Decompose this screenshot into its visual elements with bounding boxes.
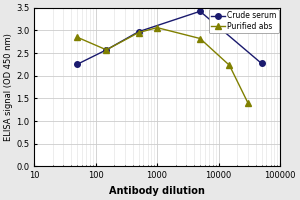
X-axis label: Antibody dilution: Antibody dilution [109, 186, 205, 196]
Line: Crude serum: Crude serum [74, 9, 264, 67]
Purified abs [105, 49, 108, 51]
Purified abs [137, 31, 140, 34]
Crude serum [198, 10, 202, 12]
Crude serum [75, 63, 79, 66]
Purified abs [75, 36, 79, 38]
Crude serum [260, 62, 263, 65]
Purified abs [198, 37, 202, 40]
Legend: Crude serum, Purified abs: Crude serum, Purified abs [208, 9, 279, 33]
Purified abs [155, 26, 159, 29]
Line: Purified abs: Purified abs [74, 25, 251, 106]
Purified abs [228, 64, 231, 66]
Crude serum [105, 49, 108, 51]
Crude serum [137, 31, 140, 33]
Purified abs [246, 102, 250, 104]
Y-axis label: ELISA signal (OD 450 nm): ELISA signal (OD 450 nm) [4, 33, 13, 141]
